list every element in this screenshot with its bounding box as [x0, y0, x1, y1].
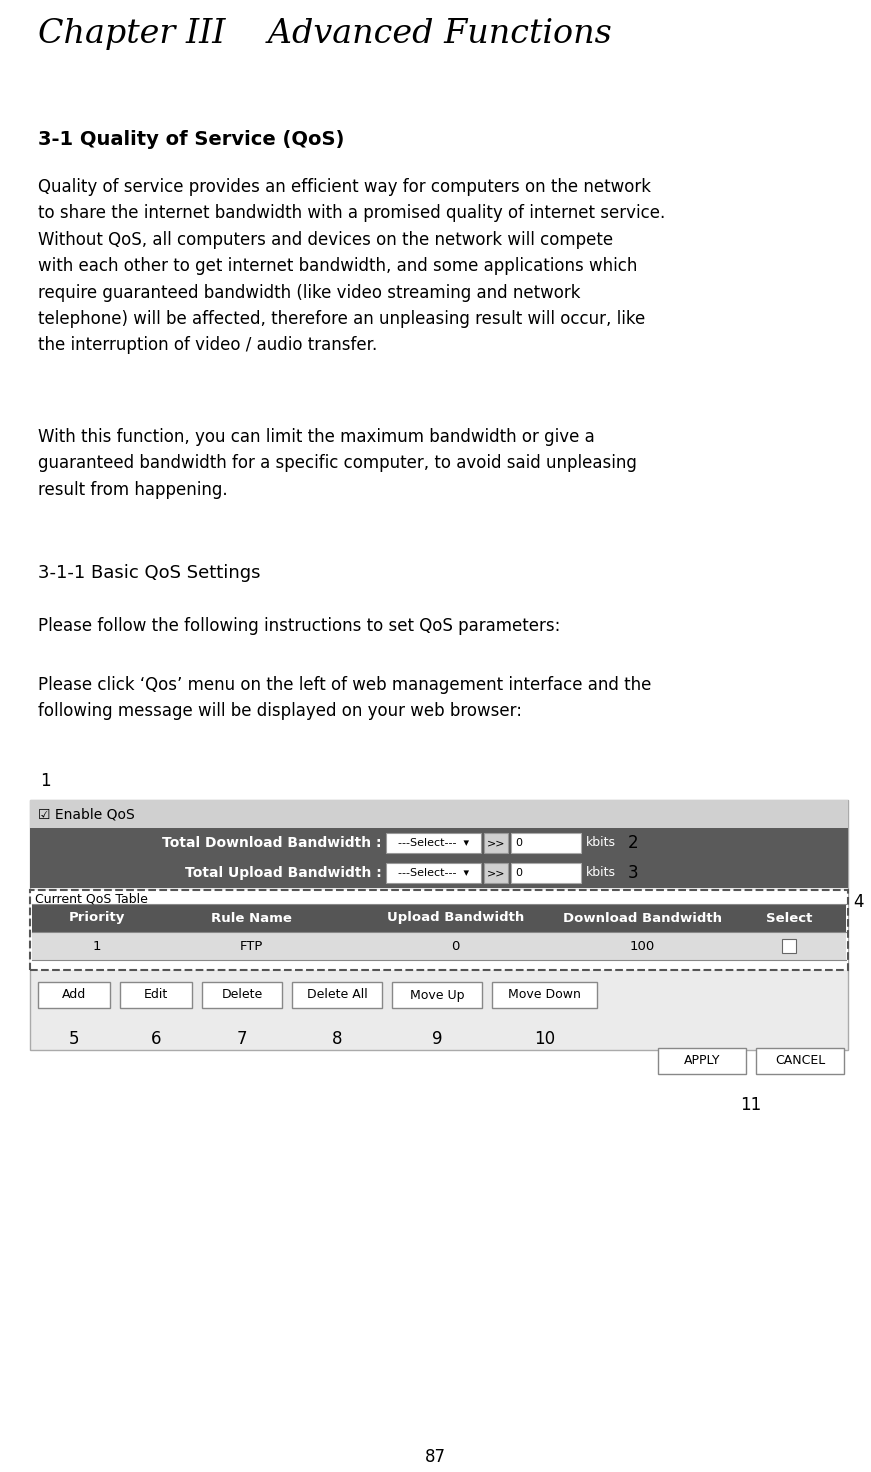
- Text: 11: 11: [740, 1097, 761, 1114]
- Text: 10: 10: [534, 1030, 555, 1048]
- Text: Total Upload Bandwidth :: Total Upload Bandwidth :: [185, 866, 381, 880]
- Text: 1: 1: [40, 771, 51, 790]
- Text: Total Download Bandwidth :: Total Download Bandwidth :: [162, 836, 381, 849]
- Text: 7: 7: [237, 1030, 247, 1048]
- Bar: [38, 982, 110, 1008]
- Text: 3: 3: [628, 864, 638, 882]
- Text: 100: 100: [630, 939, 655, 952]
- Text: Current QoS Table: Current QoS Table: [35, 894, 148, 905]
- Text: Priority: Priority: [69, 911, 125, 924]
- Text: With this function, you can limit the maximum bandwidth or give a
guaranteed ban: With this function, you can limit the ma…: [38, 428, 637, 499]
- Text: Chapter III    Advanced Functions: Chapter III Advanced Functions: [38, 18, 611, 50]
- Text: Quality of service provides an efficient way for computers on the network
to sha: Quality of service provides an efficient…: [38, 178, 665, 355]
- Text: Download Bandwidth: Download Bandwidth: [563, 911, 722, 924]
- Bar: [510, 863, 581, 883]
- Text: 6: 6: [151, 1030, 161, 1048]
- Bar: [30, 799, 848, 827]
- Text: 0: 0: [516, 868, 523, 877]
- Bar: [202, 982, 282, 1008]
- Text: ☑ Enable QoS: ☑ Enable QoS: [38, 807, 135, 821]
- Bar: [292, 982, 382, 1008]
- Text: 0: 0: [516, 838, 523, 848]
- Bar: [483, 863, 508, 883]
- Text: Upload Bandwidth: Upload Bandwidth: [387, 911, 523, 924]
- Bar: [386, 833, 481, 852]
- Text: 2: 2: [628, 835, 638, 852]
- Text: Please click ‘Qos’ menu on the left of web management interface and the
followin: Please click ‘Qos’ menu on the left of w…: [38, 676, 652, 720]
- Bar: [30, 858, 848, 888]
- Bar: [386, 863, 481, 883]
- Text: Add: Add: [62, 989, 86, 1001]
- Text: 3-1-1 Basic QoS Settings: 3-1-1 Basic QoS Settings: [38, 564, 260, 581]
- Text: APPLY: APPLY: [684, 1054, 720, 1067]
- Text: CANCEL: CANCEL: [775, 1054, 825, 1067]
- Text: 5: 5: [69, 1030, 79, 1048]
- Text: 8: 8: [332, 1030, 342, 1048]
- Text: Select: Select: [766, 911, 813, 924]
- Bar: [392, 982, 482, 1008]
- Bar: [30, 891, 848, 970]
- Bar: [782, 939, 796, 952]
- Text: Delete: Delete: [221, 989, 263, 1001]
- Bar: [30, 827, 848, 858]
- Bar: [32, 904, 846, 932]
- Bar: [483, 833, 508, 852]
- Text: 9: 9: [432, 1030, 442, 1048]
- Bar: [492, 982, 597, 1008]
- Text: Edit: Edit: [144, 989, 168, 1001]
- Text: ---Select---  ▾: ---Select--- ▾: [398, 838, 469, 848]
- Bar: [658, 1048, 746, 1075]
- Text: >>: >>: [487, 868, 505, 877]
- Text: Move Up: Move Up: [409, 989, 464, 1001]
- Text: 4: 4: [853, 894, 863, 911]
- Text: >>: >>: [487, 838, 505, 848]
- Text: 87: 87: [425, 1448, 446, 1466]
- Text: Rule Name: Rule Name: [212, 911, 292, 924]
- Text: FTP: FTP: [240, 939, 263, 952]
- Text: ---Select---  ▾: ---Select--- ▾: [398, 868, 469, 877]
- Text: kbits: kbits: [585, 836, 616, 849]
- Text: 0: 0: [451, 939, 460, 952]
- Bar: [120, 982, 192, 1008]
- Bar: [756, 1048, 844, 1075]
- Bar: [510, 833, 581, 852]
- Text: kbits: kbits: [585, 867, 616, 879]
- Text: 1: 1: [93, 939, 101, 952]
- Text: 3-1 Quality of Service (QoS): 3-1 Quality of Service (QoS): [38, 130, 344, 149]
- Bar: [32, 932, 846, 960]
- Text: Please follow the following instructions to set QoS parameters:: Please follow the following instructions…: [38, 617, 560, 634]
- Text: Delete All: Delete All: [307, 989, 368, 1001]
- Bar: [30, 799, 848, 1050]
- Text: Move Down: Move Down: [508, 989, 581, 1001]
